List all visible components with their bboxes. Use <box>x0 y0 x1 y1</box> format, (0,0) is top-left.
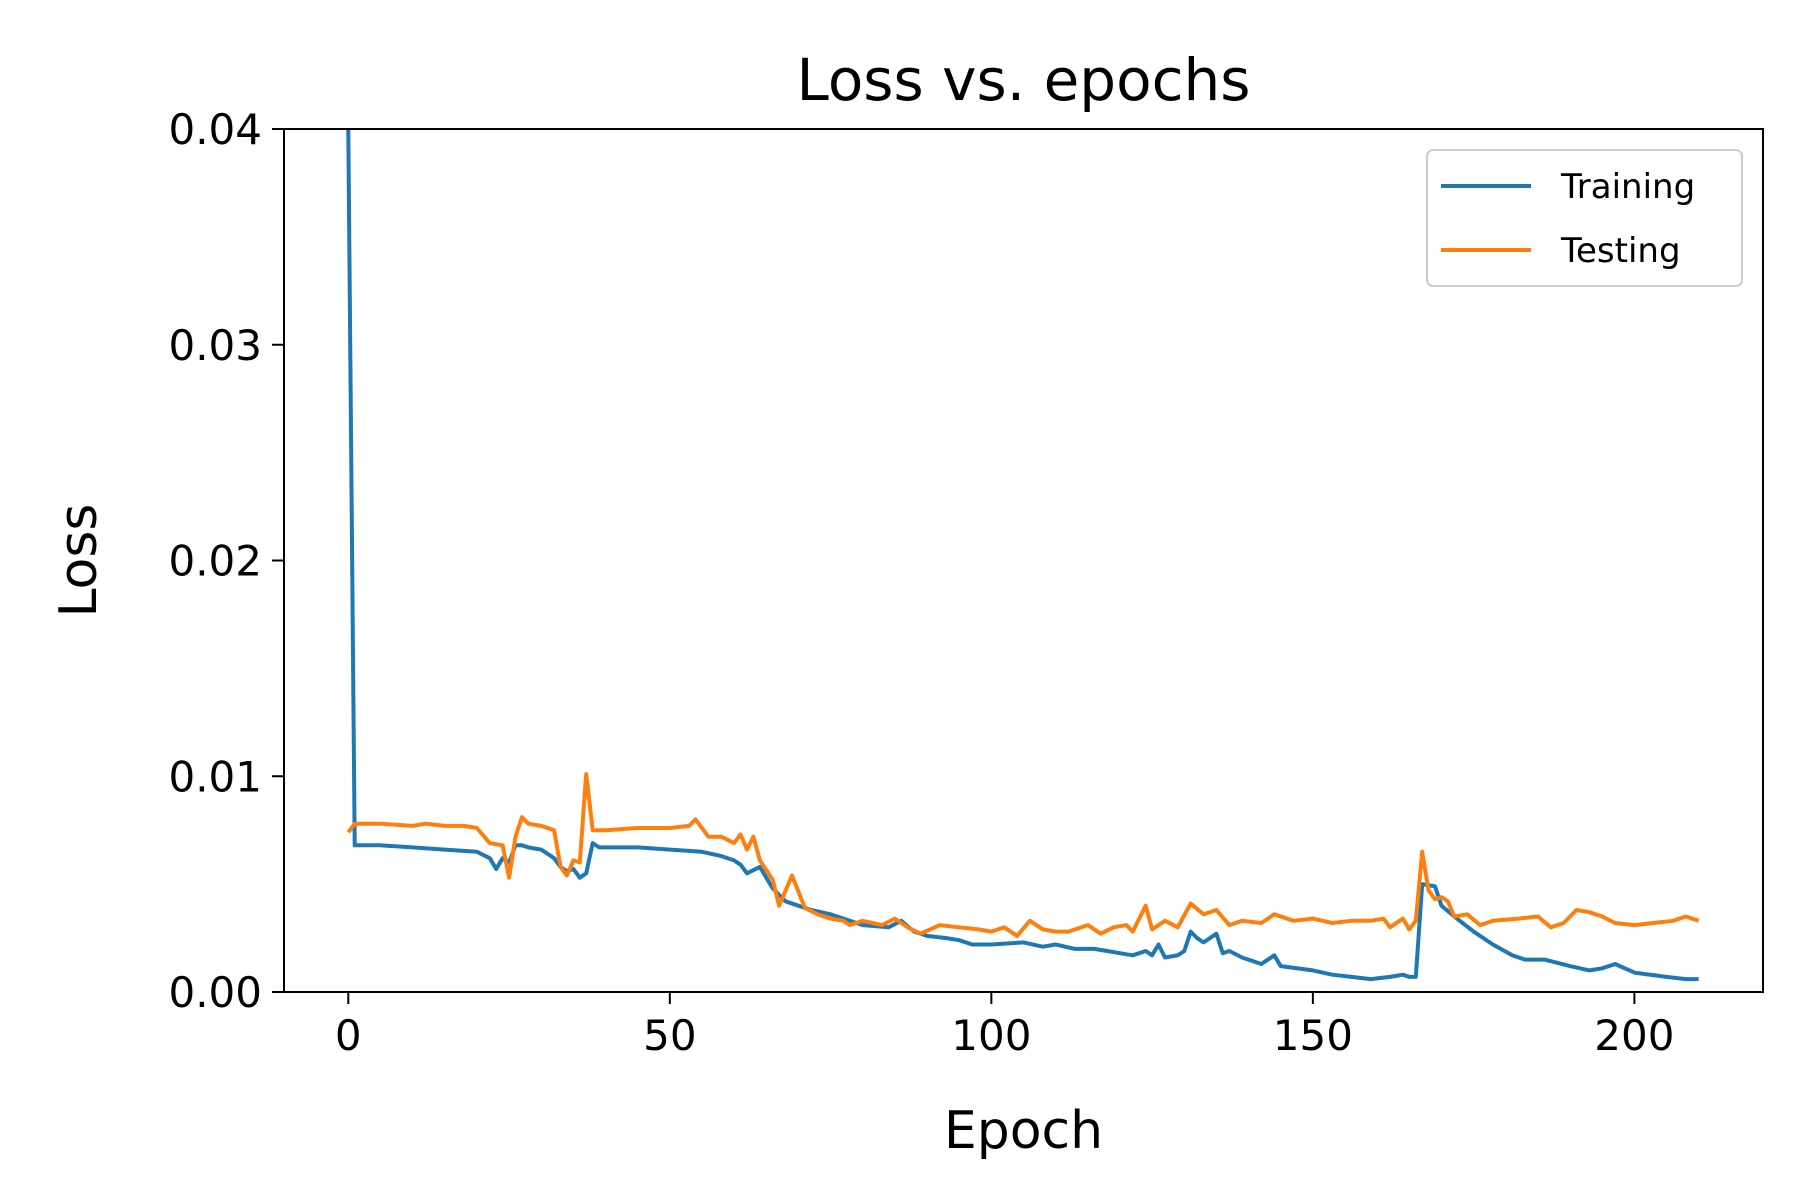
y-tick-label: 0.04 <box>168 105 262 154</box>
series-line-testing <box>346 772 1700 938</box>
x-tick-label: 200 <box>1594 1011 1674 1060</box>
x-tick-label: 100 <box>951 1011 1031 1060</box>
plot-lines <box>346 129 1700 982</box>
plot-frame <box>283 128 1764 993</box>
axis-ticks: 0 50 100 150 200 0.00 0.01 0.02 0.03 0.04 <box>168 105 1674 1060</box>
legend-label-training: Training <box>1560 167 1695 207</box>
x-axis-label: Epoch <box>944 1101 1103 1161</box>
y-axis-label: Loss <box>49 503 109 617</box>
x-tick-label: 150 <box>1273 1011 1353 1060</box>
y-tick-label: 0.00 <box>168 968 262 1017</box>
y-tick-label: 0.03 <box>168 321 262 370</box>
x-tick-label: 50 <box>643 1011 696 1060</box>
legend-label-testing: Testing <box>1560 231 1681 271</box>
chart-title: Loss vs. epochs <box>797 46 1251 114</box>
y-tick-label: 0.02 <box>168 537 262 586</box>
legend: Training Testing <box>1426 149 1743 287</box>
y-tick-label: 0.01 <box>168 752 262 801</box>
x-tick-label: 0 <box>335 1011 362 1060</box>
